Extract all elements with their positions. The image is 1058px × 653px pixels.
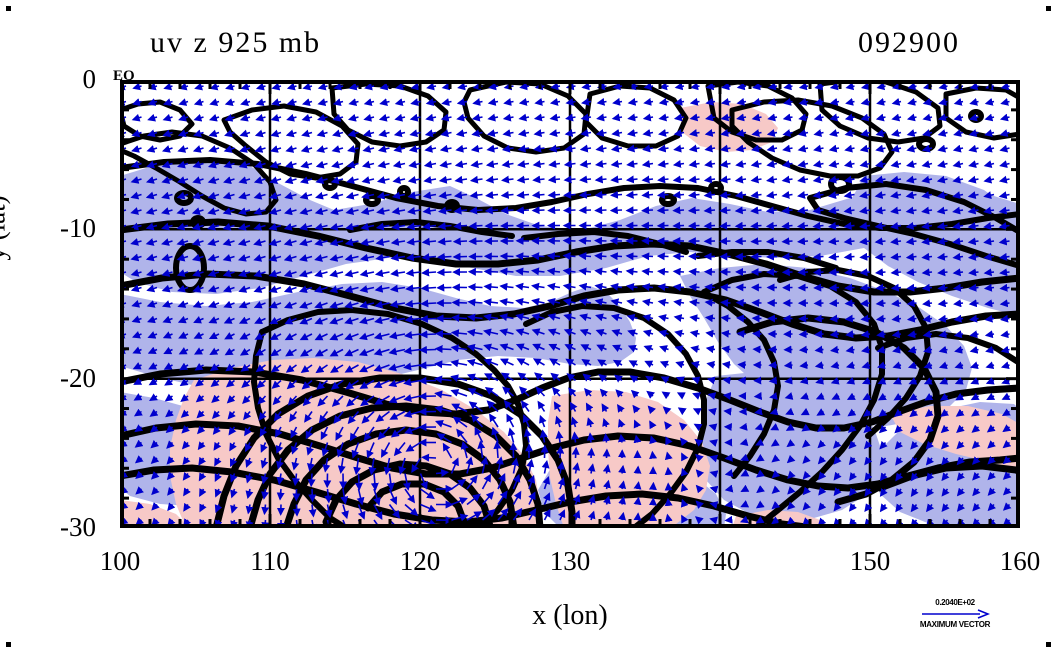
reference-vector-arrow-icon — [922, 609, 990, 619]
max-vector-value: 0.2040E+02 — [935, 598, 975, 607]
x-axis-tick-label: 130 — [549, 546, 591, 576]
wind-vector-layer — [120, 82, 1012, 528]
plot-timestamp: 092900 — [858, 26, 960, 59]
max-vector-caption: MAXIMUM VECTOR — [919, 620, 991, 629]
tick-mark-layer — [120, 80, 1020, 528]
corner-mark-bottom-right — [1046, 642, 1051, 647]
x-axis-tick-label: 110 — [250, 546, 290, 576]
plot-title: uv z 925 mb — [150, 26, 322, 59]
y-axis-tick-label: -10 — [60, 213, 96, 243]
corner-mark-top-right — [1046, 6, 1051, 11]
y-axis-tick-label: -30 — [60, 512, 96, 542]
y-axis-tick-label: -20 — [60, 363, 96, 393]
plot-canvas — [120, 80, 1020, 528]
corner-mark-top-left — [6, 6, 11, 11]
maximum-vector-legend: 0.2040E+02 MAXIMUM VECTOR — [900, 598, 1010, 630]
x-axis-tick-label: 120 — [399, 546, 441, 576]
x-axis-tick-label: 160 — [999, 546, 1041, 576]
x-axis-tick-label: 150 — [849, 546, 891, 576]
x-axis-tick-label: 140 — [699, 546, 741, 576]
x-axis-title: x (lon) — [532, 600, 608, 631]
y-axis-title: y (lat) — [0, 195, 11, 260]
x-axis-tick-label: 100 — [99, 546, 141, 576]
y-axis-tick-label: 0 — [82, 64, 97, 94]
corner-mark-bottom-left — [6, 642, 11, 647]
